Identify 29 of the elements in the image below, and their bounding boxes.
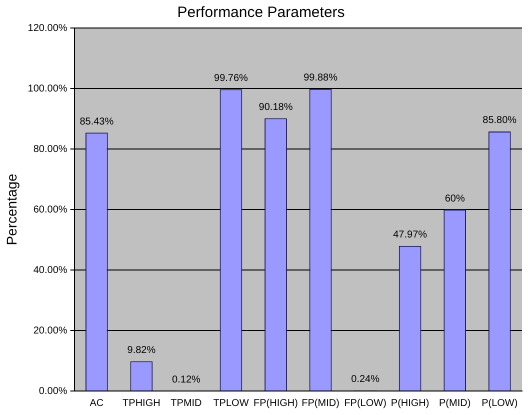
x-tick-label: P(LOW)	[482, 398, 518, 409]
y-tick-label: 100.00%	[28, 83, 68, 94]
data-label: 90.18%	[258, 102, 293, 113]
data-label: 47.97%	[393, 230, 428, 241]
y-tick-label: 40.00%	[33, 264, 68, 276]
y-tick-label: 0.00%	[38, 386, 68, 397]
y-tick-label: 60.00%	[33, 204, 68, 216]
data-label: 9.82%	[127, 345, 156, 356]
data-label: 85.43%	[80, 116, 114, 128]
data-label: 0.12%	[172, 374, 200, 386]
chart-title: Performance Parameters	[177, 4, 345, 22]
data-label: 85.80%	[482, 115, 517, 126]
data-label: 99.76%	[214, 72, 248, 84]
y-axis-title: Percentage	[3, 173, 20, 246]
y-tick-label: 120.00%	[28, 22, 68, 34]
x-tick-label: TPMID	[170, 398, 202, 409]
data-label: 60%	[444, 193, 465, 204]
x-tick-label: FP(LOW)	[344, 398, 386, 409]
x-tick-label: FP(MID)	[302, 398, 340, 409]
y-tick-label: 20.00%	[33, 325, 68, 336]
x-tick-label: AC	[90, 398, 104, 409]
x-tick-label: FP(HIGH)	[254, 398, 298, 409]
x-tick-label: TPHIGH	[122, 398, 160, 409]
x-tick-label: P(MID)	[439, 398, 471, 409]
x-tick-label: TPLOW	[213, 398, 250, 409]
data-label: 99.88%	[304, 72, 338, 84]
data-label: 0.24%	[351, 374, 380, 386]
y-tick-label: 80.00%	[33, 144, 68, 155]
x-tick-label: P(HIGH)	[390, 398, 430, 409]
